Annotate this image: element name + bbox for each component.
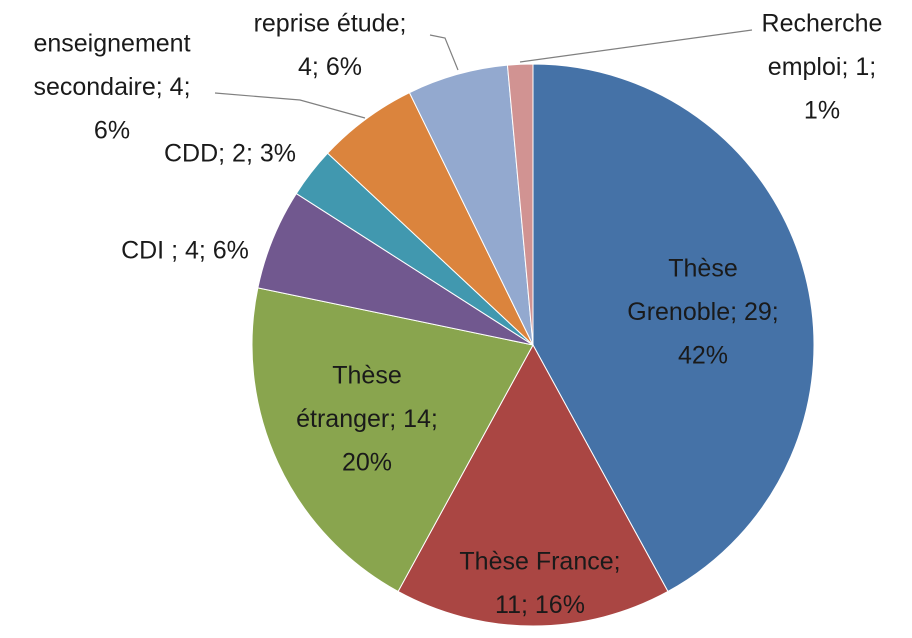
- data-label: enseignement: [33, 30, 190, 58]
- data-label: secondaire; 4;: [33, 73, 190, 101]
- leader-line: [429, 34, 459, 71]
- data-label: CDD; 2; 3%: [164, 140, 296, 168]
- data-label: reprise étude;: [254, 10, 407, 38]
- data-label: emploi; 1;: [768, 53, 876, 81]
- data-label: Grenoble; 29;: [627, 298, 779, 326]
- data-label: Thèse: [668, 255, 737, 283]
- data-label: 11; 16%: [495, 591, 585, 619]
- pie-slice: [397, 343, 669, 627]
- data-label: Thèse: [332, 362, 401, 390]
- data-label: Thèse France;: [459, 548, 620, 576]
- data-label: 1%: [804, 97, 840, 125]
- data-label: 42%: [678, 342, 728, 370]
- data-label: Recherche: [762, 10, 883, 38]
- data-label: 20%: [342, 449, 392, 477]
- data-label: 4; 6%: [298, 53, 362, 81]
- leader-line: [214, 92, 366, 119]
- leader-line: [519, 29, 753, 63]
- pie-slice: [532, 63, 815, 593]
- data-label: CDI ; 4; 6%: [121, 237, 249, 265]
- pie-slice: [251, 287, 534, 593]
- pie-slice: [506, 63, 534, 346]
- data-label: étranger; 14;: [296, 405, 438, 433]
- data-label: 6%: [94, 117, 130, 145]
